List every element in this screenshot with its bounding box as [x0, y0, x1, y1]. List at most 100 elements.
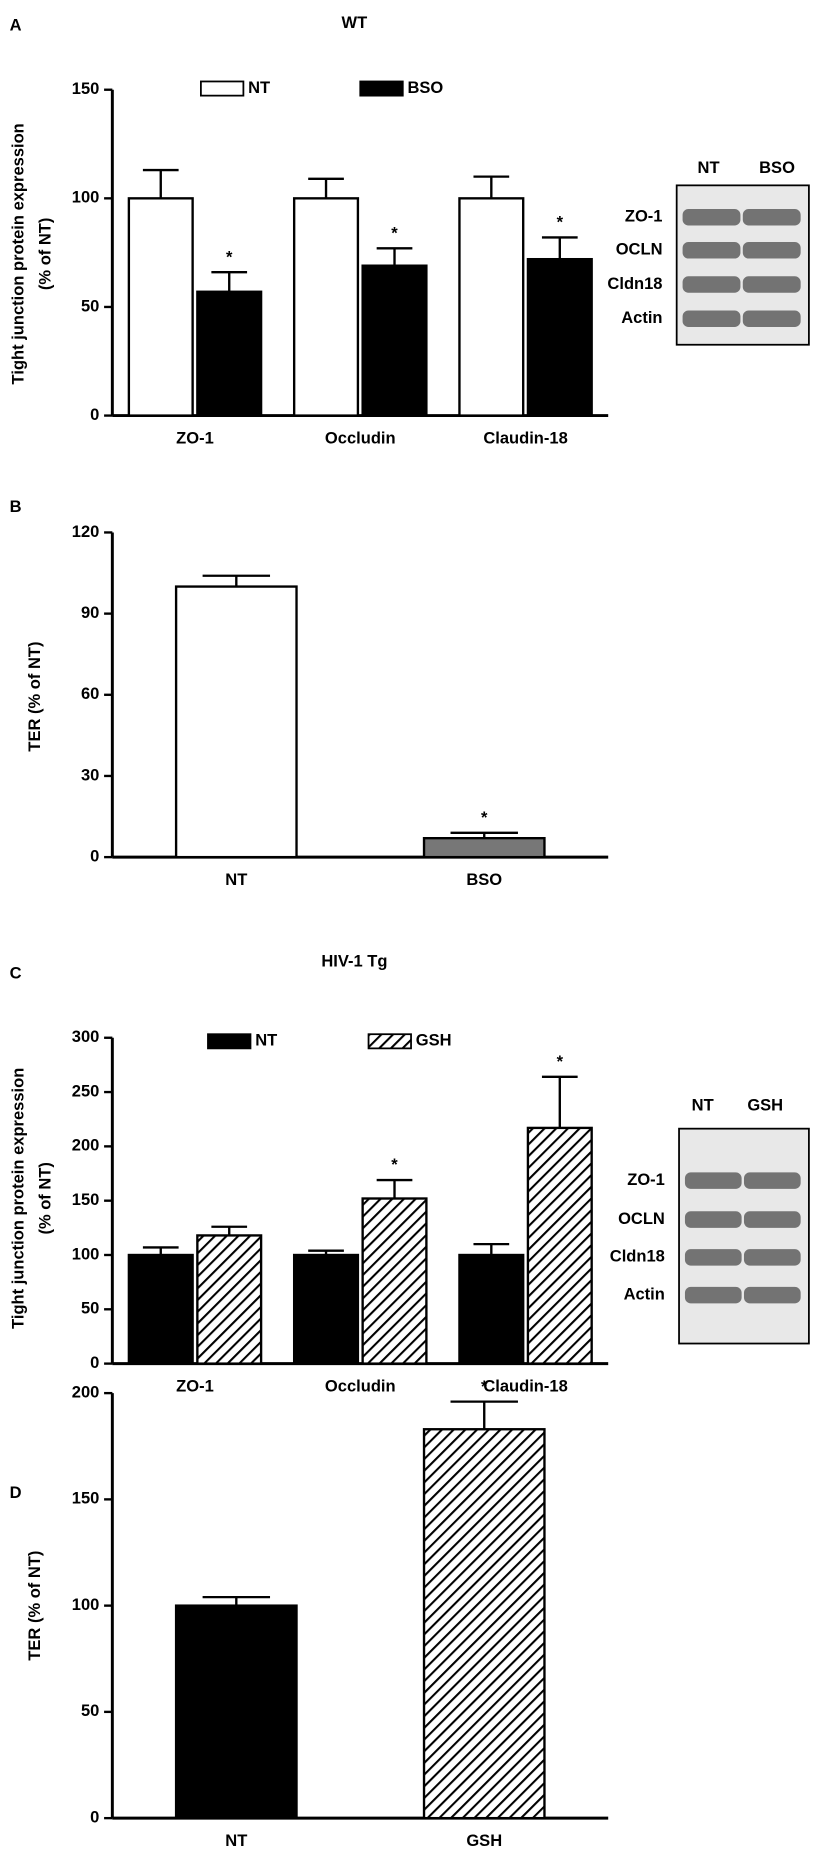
- y-tick-label: 90: [81, 603, 99, 622]
- y-axis-label: TER (% of NT): [25, 1551, 44, 1661]
- bar: [526, 1126, 593, 1365]
- error-bar: [376, 1178, 413, 1199]
- chart-title: WT: [342, 13, 368, 32]
- error-bar: [202, 574, 271, 587]
- significance-marker: *: [391, 1155, 398, 1174]
- legend-swatch: [359, 80, 404, 97]
- bar: [361, 1197, 428, 1365]
- blot-column-label: NT: [692, 1096, 714, 1115]
- x-tick-label: Occludin: [325, 429, 396, 448]
- y-axis-label: (% of NT): [36, 218, 55, 290]
- x-tick-label: Claudin-18: [483, 1377, 567, 1396]
- y-tick-label: 0: [90, 1353, 99, 1372]
- legend-swatch: [207, 1033, 252, 1050]
- panel-letter: C: [10, 963, 22, 982]
- chart-title: HIV-1 Tg: [321, 952, 387, 971]
- legend-label: BSO: [408, 78, 444, 97]
- bar: [127, 197, 194, 417]
- y-tick-label: 50: [81, 1701, 99, 1720]
- y-tick-label: 120: [72, 522, 100, 541]
- blot-band: [682, 276, 741, 293]
- y-axis-label: TER (% of NT): [25, 642, 44, 752]
- blot-column-label: BSO: [759, 158, 795, 177]
- blot-row-label: ZO-1: [625, 207, 663, 226]
- y-tick-label: 300: [72, 1027, 100, 1046]
- y-tick-label: 0: [90, 846, 99, 865]
- y-axis-label: (% of NT): [36, 1162, 55, 1234]
- x-tick-label: BSO: [466, 870, 502, 889]
- x-tick-label: NT: [225, 1831, 247, 1850]
- error-bar: [202, 1595, 271, 1606]
- error-bar: [142, 1246, 179, 1255]
- blot-band: [743, 1211, 801, 1228]
- y-tick-label: 50: [81, 1299, 99, 1318]
- y-tick-label: 30: [81, 765, 99, 784]
- error-bar: [211, 271, 248, 292]
- blot-row-label: OCLN: [618, 1209, 665, 1228]
- significance-marker: *: [557, 213, 564, 232]
- error-bar: [473, 1242, 510, 1255]
- blot-band: [742, 208, 801, 226]
- blot-row-label: Cldn18: [607, 274, 662, 293]
- y-tick-label: 150: [72, 1489, 100, 1508]
- error-bar: [142, 168, 179, 199]
- panel-letter: B: [10, 497, 22, 516]
- bar: [174, 1604, 298, 1820]
- significance-marker: *: [557, 1052, 564, 1071]
- y-tick-label: 50: [81, 296, 99, 315]
- significance-marker: *: [481, 808, 488, 827]
- blot-row-label: OCLN: [616, 240, 663, 259]
- x-tick-label: ZO-1: [176, 429, 214, 448]
- y-tick-label: 0: [90, 405, 99, 424]
- y-tick-label: 150: [72, 79, 100, 98]
- blot-band: [682, 310, 741, 328]
- x-tick-label: ZO-1: [176, 1377, 214, 1396]
- error-bar: [473, 175, 510, 199]
- legend-label: GSH: [416, 1031, 452, 1050]
- legend-label: NT: [248, 78, 270, 97]
- bar: [196, 1234, 263, 1365]
- blot-band: [684, 1286, 742, 1304]
- blot-row-label: Actin: [624, 1284, 665, 1303]
- y-tick-label: 100: [72, 1244, 100, 1263]
- blot-band: [742, 310, 801, 328]
- panel-letter: A: [10, 15, 22, 34]
- legend-swatch: [200, 80, 245, 97]
- blot-band: [742, 276, 801, 293]
- blot-band: [684, 1249, 742, 1266]
- bar: [361, 264, 428, 417]
- significance-marker: *: [391, 223, 398, 242]
- blot-band: [684, 1172, 742, 1189]
- blot-row-label: ZO-1: [627, 1170, 665, 1189]
- bar: [127, 1253, 194, 1365]
- error-bar: [541, 236, 578, 260]
- bar: [174, 585, 298, 859]
- y-axis-label: Tight junction protein expression: [8, 123, 27, 384]
- legend-label: NT: [255, 1031, 277, 1050]
- blot-band: [743, 1286, 801, 1304]
- blot-band: [682, 242, 741, 259]
- x-tick-label: NT: [225, 870, 247, 889]
- y-tick-label: 0: [90, 1807, 99, 1826]
- y-tick-label: 150: [72, 1190, 100, 1209]
- panel-letter: D: [10, 1483, 22, 1502]
- y-tick-label: 100: [72, 1595, 100, 1614]
- blot-row-label: Actin: [621, 308, 662, 327]
- error-bar: [211, 1225, 248, 1236]
- significance-marker: *: [481, 1377, 488, 1396]
- x-tick-label: Claudin-18: [483, 429, 567, 448]
- y-tick-label: 60: [81, 684, 99, 703]
- bar: [422, 837, 546, 859]
- error-bar: [308, 177, 344, 199]
- bar: [526, 257, 593, 417]
- x-tick-label: GSH: [466, 1831, 502, 1850]
- blot-frame: [678, 1127, 810, 1345]
- blot-band: [682, 208, 741, 226]
- blot-band: [743, 1172, 801, 1189]
- blot-row-label: Cldn18: [610, 1247, 665, 1266]
- bar: [422, 1428, 546, 1820]
- y-tick-label: 250: [72, 1081, 100, 1100]
- error-bar: [541, 1075, 578, 1128]
- bar: [458, 197, 525, 417]
